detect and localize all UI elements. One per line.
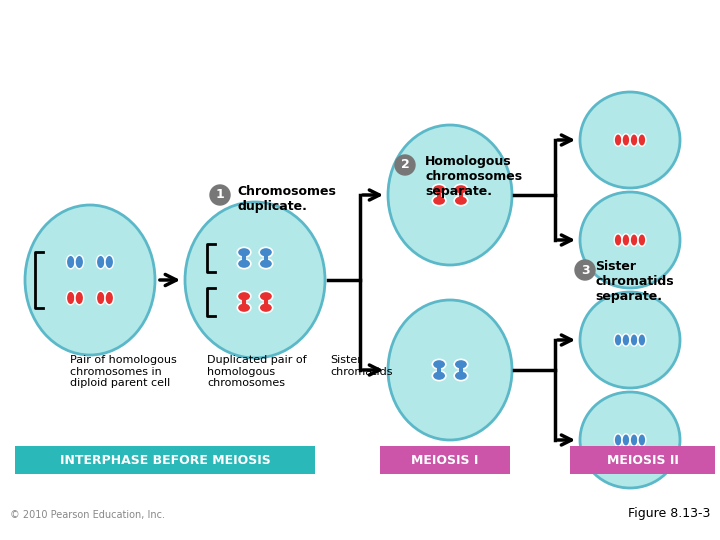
Ellipse shape [630, 334, 638, 346]
Ellipse shape [614, 234, 622, 246]
Circle shape [395, 155, 415, 175]
Ellipse shape [454, 371, 468, 381]
Ellipse shape [75, 255, 84, 269]
Text: INTERPHASE BEFORE MEIOSIS: INTERPHASE BEFORE MEIOSIS [60, 454, 271, 467]
Text: 1: 1 [215, 188, 225, 201]
Ellipse shape [238, 292, 251, 301]
Ellipse shape [105, 255, 114, 269]
Ellipse shape [638, 234, 646, 246]
Ellipse shape [66, 291, 75, 305]
Ellipse shape [614, 434, 622, 446]
Text: Figure 8.13-3: Figure 8.13-3 [628, 507, 710, 520]
Text: MEIOSIS I: MEIOSIS I [411, 454, 479, 467]
Text: Duplicated pair of
homologous
chromosomes: Duplicated pair of homologous chromosome… [207, 355, 307, 388]
Text: MEIOSIS II: MEIOSIS II [606, 454, 678, 467]
FancyBboxPatch shape [15, 446, 315, 474]
Ellipse shape [580, 92, 680, 188]
Ellipse shape [259, 292, 273, 301]
Ellipse shape [614, 134, 622, 146]
Ellipse shape [622, 234, 630, 246]
Ellipse shape [238, 259, 251, 269]
Ellipse shape [614, 334, 622, 346]
Ellipse shape [622, 134, 630, 146]
Circle shape [575, 260, 595, 280]
Ellipse shape [630, 234, 638, 246]
Ellipse shape [622, 334, 630, 346]
Ellipse shape [432, 184, 446, 194]
Text: Homologous
chromosomes
separate.: Homologous chromosomes separate. [425, 155, 522, 198]
Ellipse shape [454, 359, 468, 369]
Ellipse shape [432, 359, 446, 369]
Ellipse shape [259, 303, 273, 313]
Ellipse shape [238, 303, 251, 313]
Text: Chromosomes
duplicate.: Chromosomes duplicate. [237, 185, 336, 213]
Ellipse shape [96, 291, 105, 305]
Ellipse shape [105, 291, 114, 305]
Ellipse shape [638, 134, 646, 146]
Ellipse shape [259, 247, 273, 257]
FancyBboxPatch shape [380, 446, 510, 474]
Ellipse shape [622, 434, 630, 446]
Text: 2: 2 [400, 159, 410, 172]
Ellipse shape [454, 196, 468, 206]
Ellipse shape [580, 292, 680, 388]
Text: Sister
chromatids
separate.: Sister chromatids separate. [595, 260, 674, 303]
Ellipse shape [630, 134, 638, 146]
Ellipse shape [185, 202, 325, 358]
Ellipse shape [580, 392, 680, 488]
Text: 3: 3 [581, 264, 589, 276]
Ellipse shape [454, 184, 468, 194]
Ellipse shape [580, 192, 680, 288]
Ellipse shape [638, 334, 646, 346]
Circle shape [210, 185, 230, 205]
Ellipse shape [388, 300, 512, 440]
Ellipse shape [638, 434, 646, 446]
Ellipse shape [25, 205, 155, 355]
Ellipse shape [96, 255, 105, 269]
Ellipse shape [238, 247, 251, 257]
Ellipse shape [432, 196, 446, 206]
Ellipse shape [630, 434, 638, 446]
Text: © 2010 Pearson Education, Inc.: © 2010 Pearson Education, Inc. [10, 510, 165, 520]
Ellipse shape [432, 371, 446, 381]
Ellipse shape [66, 255, 75, 269]
Ellipse shape [259, 259, 273, 269]
Ellipse shape [388, 125, 512, 265]
Text: Sister
chromatids: Sister chromatids [330, 355, 392, 376]
Text: Pair of homologous
chromosomes in
diploid parent cell: Pair of homologous chromosomes in diploi… [70, 355, 176, 388]
FancyBboxPatch shape [570, 446, 715, 474]
Ellipse shape [75, 291, 84, 305]
